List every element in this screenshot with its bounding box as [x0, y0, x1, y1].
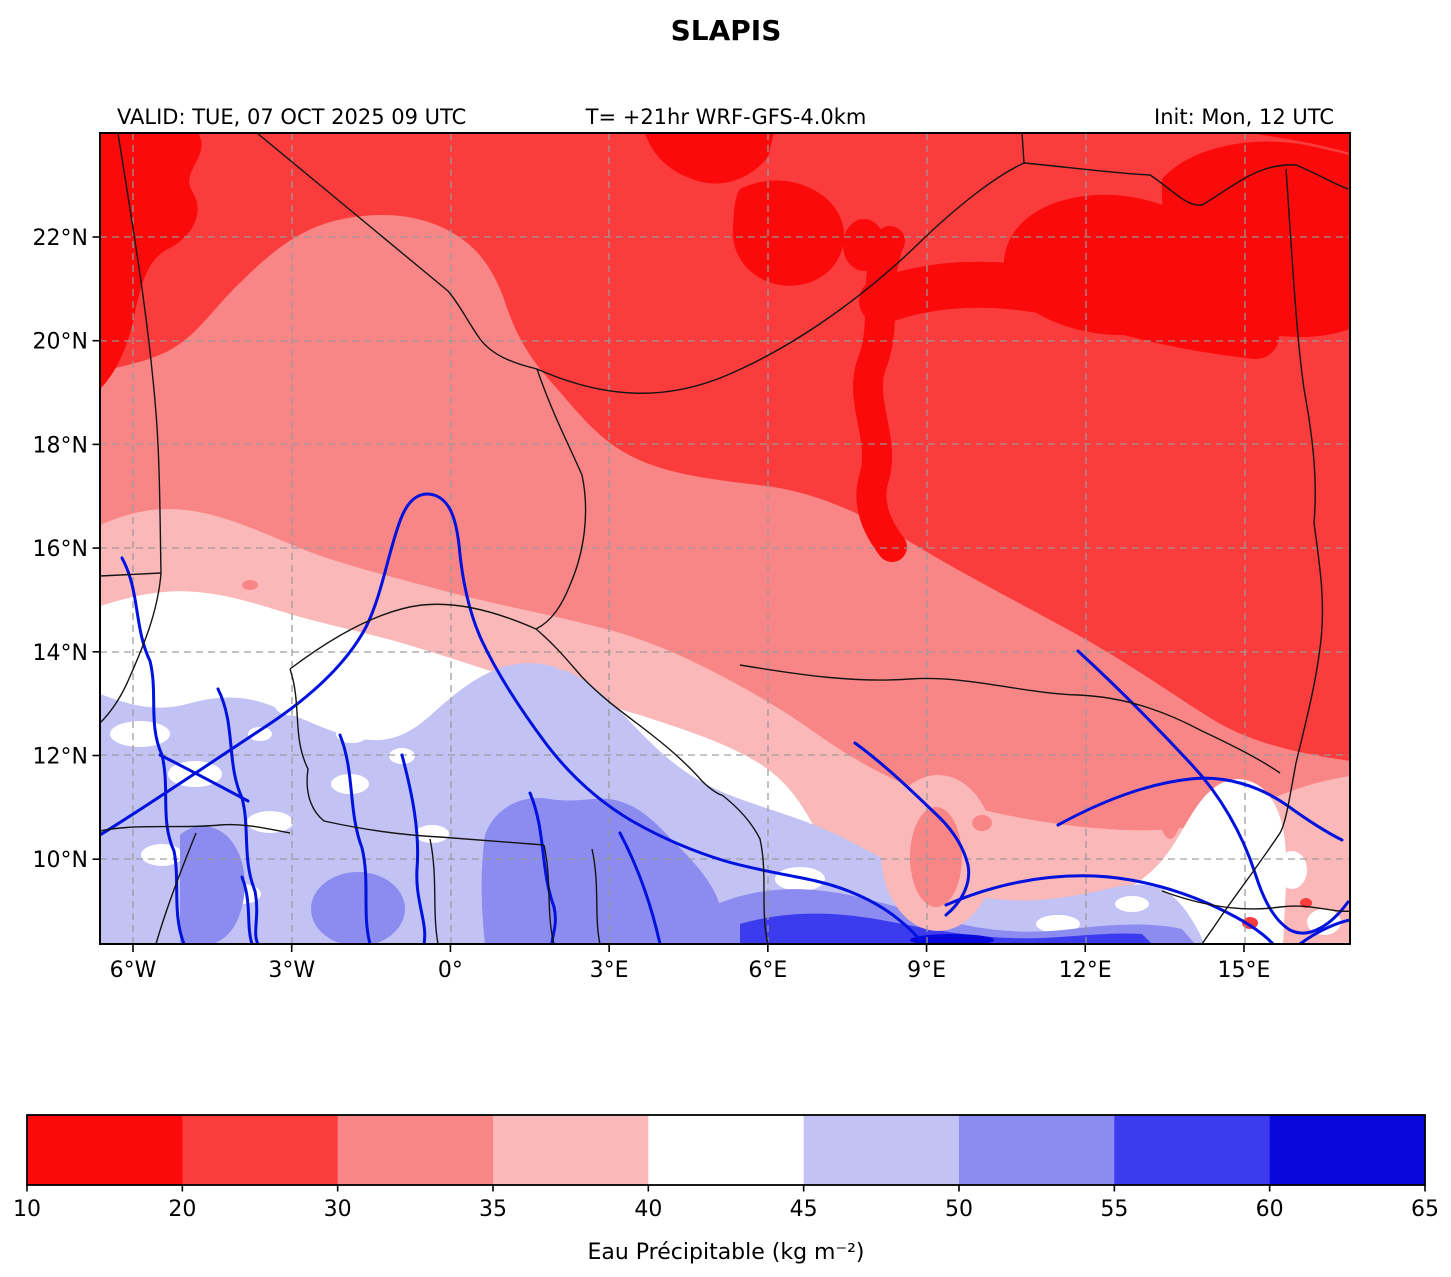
y-tick-label: 22°N [33, 226, 88, 251]
colorbar-segment [493, 1115, 649, 1185]
colorbar-segment [337, 1115, 494, 1185]
colorbar-segment [959, 1115, 1115, 1185]
map-canvas [99, 132, 1351, 945]
colorbar-tick-label: 20 [168, 1197, 196, 1222]
colorbar-tick-label: 10 [13, 1197, 41, 1222]
colorbar-tick-label: 35 [479, 1197, 507, 1222]
init-time-text: Init: Mon, 12 UTC [1154, 105, 1334, 129]
dry-core-blobs [100, 133, 1350, 562]
x-tick-label: 3°E [590, 958, 629, 983]
y-axis-tick-labels: 22°N 20°N 18°N 16°N 14°N 12°N 10°N [33, 226, 100, 873]
borders-layer [100, 133, 1350, 944]
local-anomalies [200, 570, 1312, 931]
page-title: SLAPIS [671, 14, 782, 47]
rivers-layer [100, 492, 1350, 944]
colorbar-tick-label: 45 [790, 1197, 818, 1222]
y-tick-label: 20°N [33, 330, 88, 355]
colorbar-tick-label: 40 [634, 1197, 662, 1222]
y-tick-label: 14°N [33, 641, 88, 666]
x-tick-label: 3°W [268, 958, 315, 983]
y-tick-label: 10°N [33, 848, 88, 873]
colorbar-tick-label: 50 [945, 1197, 973, 1222]
colorbar-tick-label: 55 [1100, 1197, 1128, 1222]
colorbar-segment [182, 1115, 339, 1185]
x-tick-label: 15°E [1218, 958, 1271, 983]
model-leadtime-text: T= +21hr WRF-GFS-4.0km [585, 105, 867, 129]
x-tick-label: 0° [438, 958, 463, 983]
colorbar-segment [1269, 1115, 1426, 1185]
valid-time-text: VALID: TUE, 07 OCT 2025 09 UTC [117, 105, 466, 129]
colorbar-frame [26, 1114, 1426, 1186]
map-frame [99, 132, 1351, 945]
precip-shading-layer [100, 133, 1350, 944]
y-tick-label: 12°N [33, 745, 88, 770]
colorbar: 10 20 30 35 40 45 50 55 60 65 [13, 1114, 1439, 1222]
x-tick-label: 9°E [907, 958, 946, 983]
colorbar-segment [27, 1115, 183, 1185]
colorbar-tick-label: 30 [324, 1197, 352, 1222]
x-tick-label: 6°E [748, 958, 787, 983]
x-axis-tick-labels: 6°W 3°W 0° 3°E 6°E 9°E 12°E 15°E [110, 944, 1271, 983]
x-tick-label: 6°W [110, 958, 157, 983]
y-tick-label: 18°N [33, 433, 88, 458]
x-tick-label: 12°E [1059, 958, 1112, 983]
colorbar-segment [803, 1115, 960, 1185]
gridlines-layer [100, 133, 1350, 944]
colorbar-segment [648, 1115, 805, 1185]
y-tick-label: 16°N [33, 537, 88, 562]
colorbar-tick-label: 65 [1411, 1197, 1439, 1222]
colorbar-title: Eau Précipitable (kg m⁻²) [587, 1240, 864, 1265]
colorbar-tick-label: 60 [1256, 1197, 1284, 1222]
colorbar-segment [1114, 1115, 1271, 1185]
